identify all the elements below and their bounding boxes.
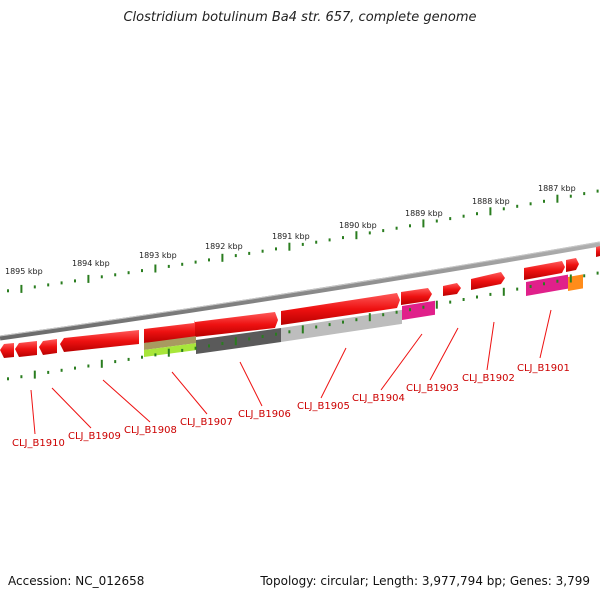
kbp-label: 1890 kbp xyxy=(339,221,377,230)
gene-arrow[interactable] xyxy=(15,341,37,357)
kbp-labels: 1895 kbp 1894 kbp 1893 kbp 1892 kbp 1891… xyxy=(5,184,576,276)
reverse-strand-genes xyxy=(0,274,583,358)
gene-arrow[interactable] xyxy=(0,343,14,358)
kbp-label: 1888 kbp xyxy=(472,197,510,206)
kbp-label: 1891 kbp xyxy=(272,232,310,241)
gene-arrow[interactable] xyxy=(144,320,197,343)
gene-label: CLJ_B1908 xyxy=(124,425,177,436)
gene-arrow[interactable] xyxy=(39,339,57,355)
kbp-label: 1887 kbp xyxy=(538,184,576,193)
gene-label: CLJ_B1905 xyxy=(297,401,350,412)
gene-label: CLJ_B1902 xyxy=(462,373,515,384)
gene-arrow[interactable] xyxy=(524,261,565,280)
label-leaders xyxy=(30,309,552,435)
gene-block[interactable] xyxy=(196,328,281,354)
inner-tick-track xyxy=(7,271,599,381)
genome-info-text: Topology: circular; Length: 3,977,794 bp… xyxy=(260,574,590,588)
gene-label: CLJ_B1904 xyxy=(352,393,405,404)
genome-title: Clostridium botulinum Ba4 str. 657, comp… xyxy=(123,10,477,25)
gene-arrow[interactable] xyxy=(471,272,505,290)
kbp-label: 1892 kbp xyxy=(205,242,243,251)
kbp-label: 1893 kbp xyxy=(139,251,177,260)
gene-arrow[interactable] xyxy=(60,330,139,352)
gene-label: CLJ_B1910 xyxy=(12,438,65,449)
gene-arrow[interactable] xyxy=(566,258,579,272)
gene-arrow[interactable] xyxy=(281,293,400,325)
gene-arrow[interactable] xyxy=(195,312,278,337)
gene-arrow[interactable] xyxy=(443,283,461,296)
gene-block[interactable] xyxy=(402,300,435,320)
gene-label: CLJ_B1909 xyxy=(68,431,121,442)
outer-tick-track xyxy=(7,189,599,293)
gene-label: CLJ_B1907 xyxy=(180,417,233,428)
gene-block[interactable] xyxy=(281,309,402,342)
kbp-label: 1894 kbp xyxy=(72,259,110,268)
forward-strand-genes xyxy=(144,246,600,343)
kbp-label: 1895 kbp xyxy=(5,267,43,276)
gene-label: CLJ_B1906 xyxy=(238,409,291,420)
gene-label: CLJ_B1901 xyxy=(517,363,570,374)
accession-text: Accession: NC_012658 xyxy=(8,574,145,588)
genome-backbone xyxy=(0,241,600,341)
kbp-label: 1889 kbp xyxy=(405,209,443,218)
gene-arrow[interactable] xyxy=(596,246,600,257)
gene-arrow[interactable] xyxy=(401,288,432,305)
gene-label: CLJ_B1903 xyxy=(406,383,459,394)
gene-block[interactable] xyxy=(144,343,196,357)
gene-block[interactable] xyxy=(144,336,196,350)
gene-labels: CLJ_B1910 CLJ_B1909 CLJ_B1908 CLJ_B1907 … xyxy=(12,363,570,449)
